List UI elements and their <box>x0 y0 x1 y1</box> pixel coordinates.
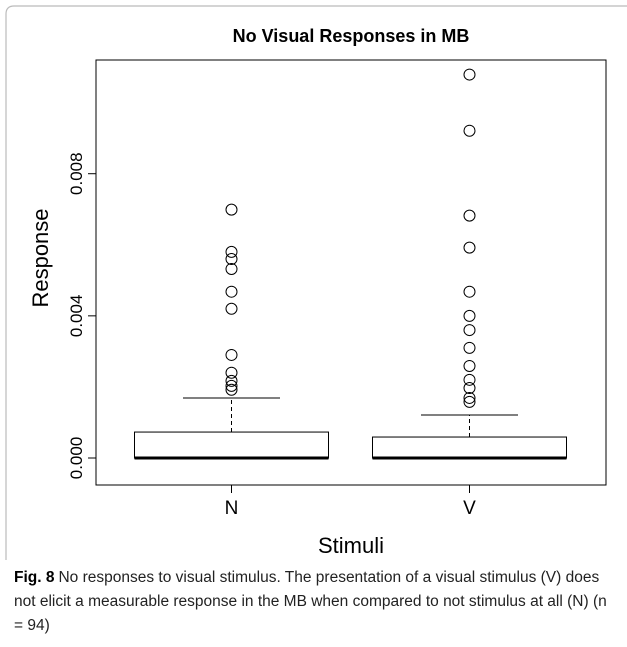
outlier <box>225 348 238 361</box>
outlier <box>225 252 238 265</box>
outlier <box>225 262 238 275</box>
outlier <box>225 203 238 216</box>
x-tick-label: N <box>225 498 239 519</box>
caption-text: No responses to visual stimulus. The pre… <box>14 569 607 634</box>
outlier <box>225 366 238 379</box>
x-tick-label: V <box>463 498 476 519</box>
outlier <box>463 241 476 254</box>
outlier <box>463 395 476 408</box>
outlier <box>463 381 476 394</box>
outlier <box>225 245 238 258</box>
y-tick-label: 0.008 <box>67 152 86 195</box>
outlier <box>225 302 238 315</box>
caption-label: Fig. 8 <box>14 569 55 586</box>
y-tick-label: 0.004 <box>67 295 86 338</box>
outlier <box>463 359 476 372</box>
outlier <box>463 309 476 322</box>
outlier <box>463 209 476 222</box>
y-tick-label: 0.000 <box>67 437 86 480</box>
x-axis-label: Stimuli <box>318 533 384 558</box>
frame <box>5 5 627 560</box>
box <box>372 436 567 459</box>
outlier <box>463 68 476 81</box>
outlier <box>225 285 238 298</box>
outlier <box>463 373 476 386</box>
outlier <box>463 341 476 354</box>
outlier <box>463 124 476 137</box>
outlier <box>225 383 238 396</box>
caption: Fig. 8 No responses to visual stimulus. T… <box>14 566 614 638</box>
outlier <box>463 391 476 404</box>
outlier <box>225 374 238 387</box>
outlier <box>225 379 238 392</box>
y-axis-label: Response <box>28 208 53 307</box>
chart-title: No Visual Responses in MB <box>233 26 470 46</box>
box <box>134 431 329 459</box>
outlier <box>463 324 476 337</box>
plot-frame <box>95 59 607 486</box>
outlier <box>463 285 476 298</box>
